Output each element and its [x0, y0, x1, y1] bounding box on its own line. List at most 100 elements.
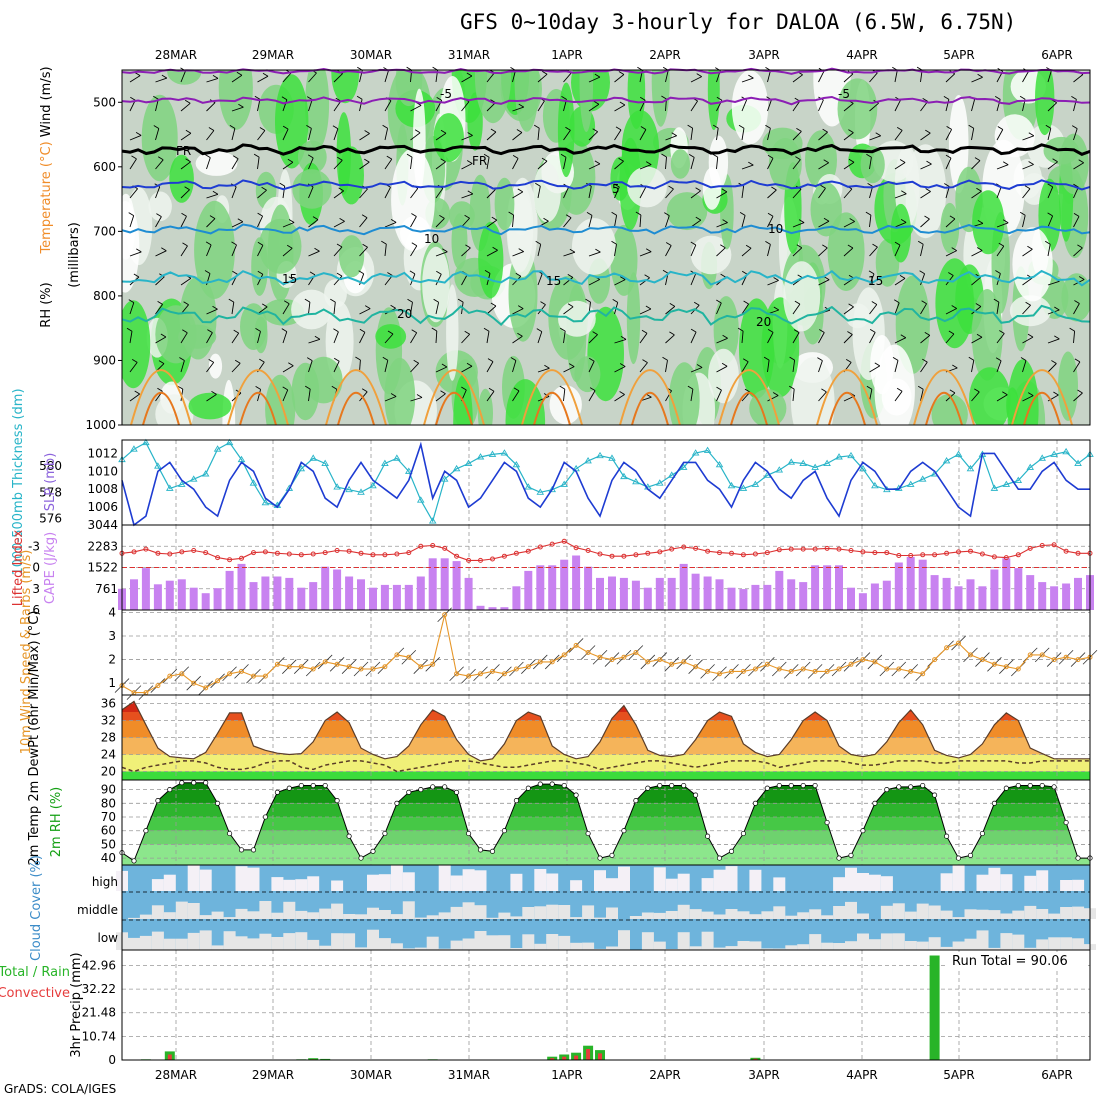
thickness-point — [201, 470, 210, 477]
wind-barb — [614, 338, 627, 344]
wind-barb — [333, 331, 339, 344]
wind-barb — [231, 244, 237, 257]
rh-point — [884, 787, 890, 793]
bottom-date-label: 29MAR — [252, 1068, 294, 1082]
rh-point — [1027, 782, 1033, 789]
rh-region — [994, 114, 1035, 158]
bottom-date-label: 28MAR — [155, 1068, 197, 1082]
wind-barb-flag — [720, 244, 726, 249]
wind-barb — [1073, 247, 1083, 257]
wind-barb — [1073, 128, 1078, 141]
rh-point — [370, 848, 376, 854]
wind-barb-flag — [865, 211, 872, 216]
rh-tick-label: 70 — [101, 810, 116, 824]
wind-barb-flag — [899, 275, 906, 279]
cape-bar — [404, 584, 413, 610]
cloud-cell — [653, 867, 666, 891]
rh-point — [1015, 782, 1021, 789]
wind-barb-flag — [182, 242, 188, 247]
thickness-point — [632, 477, 640, 485]
wind-barb-flag — [741, 270, 748, 275]
cape-bar — [512, 586, 521, 610]
wind-barb — [512, 251, 524, 257]
wind-barb — [843, 132, 854, 141]
wind-speed-point — [669, 661, 675, 667]
wind-barb — [359, 308, 371, 315]
li-point — [764, 550, 770, 556]
bottom-date-label: 3APR — [748, 1068, 779, 1082]
li-point — [920, 552, 926, 558]
thickness-point — [966, 464, 975, 472]
li-point — [788, 546, 794, 552]
cape-bar — [906, 556, 915, 610]
cloud-cell — [247, 911, 260, 919]
thickness-point — [584, 457, 592, 464]
rh-point — [1075, 855, 1081, 861]
wind-barb-flag — [1028, 161, 1034, 165]
cloud-cell — [1060, 937, 1073, 950]
cloud-cell — [534, 869, 547, 891]
wind-barb-flag — [567, 303, 574, 308]
rh-region — [433, 113, 465, 162]
rh-region — [666, 192, 708, 231]
wind-barb — [155, 276, 165, 286]
wind-barb-flag — [875, 132, 881, 137]
wind-speed-point — [239, 668, 244, 674]
wind-barb — [231, 186, 237, 199]
wind-barb-flag — [744, 388, 751, 393]
wind-speed-point — [167, 673, 173, 679]
cloud-cell — [904, 911, 917, 919]
cape-bar — [333, 569, 342, 610]
rh-tick-label: 50 — [101, 837, 116, 851]
cloud-cell — [462, 938, 475, 950]
li-point — [956, 549, 961, 555]
wind-barb — [1047, 70, 1052, 83]
wind-speed-point — [537, 659, 543, 665]
cloud-cell — [367, 929, 379, 950]
wind-barb — [308, 360, 313, 373]
wind-barb-flag — [312, 216, 319, 220]
ylabel-wind10m: 10m Wind Speed & Barbs (m/s) — [19, 550, 34, 755]
wind-barb — [563, 217, 572, 228]
wind-barb-flag — [535, 182, 541, 187]
wind-barb-flag — [508, 211, 514, 216]
wind-barb-flag — [255, 328, 261, 332]
wind-barb-flag — [995, 357, 1002, 362]
wind-barb-flag — [866, 385, 873, 390]
cloud-cell — [235, 866, 248, 891]
wind-barb — [639, 214, 642, 228]
wind-barb — [410, 132, 421, 141]
wind-barb — [308, 99, 313, 112]
wind-barb — [716, 302, 722, 315]
isotherm-15 — [121, 269, 1091, 287]
wind-barb — [1022, 336, 1034, 344]
wind-barb-flag — [925, 129, 931, 134]
wind-barb-flag — [288, 276, 295, 281]
wind-barb-flag — [559, 327, 566, 332]
wind-barb — [282, 389, 289, 402]
wind-barb — [486, 391, 495, 402]
wind-barb-flag — [442, 248, 448, 253]
cloud-cell — [857, 913, 869, 919]
li-point — [896, 553, 902, 558]
cape-bar — [392, 584, 401, 610]
wind-barb — [665, 156, 667, 170]
rh-region — [208, 353, 223, 379]
wind-barb — [1047, 161, 1058, 170]
isotherm-25 — [521, 369, 583, 426]
rh-region — [258, 218, 302, 274]
cloud-cell — [737, 941, 750, 950]
wind-barb — [308, 157, 314, 170]
rh-point — [1039, 782, 1045, 789]
wind-barb-flag — [484, 270, 491, 274]
wind-barb-flag — [254, 95, 261, 100]
wind-barb-flag — [995, 270, 1001, 274]
panel-labels: RH (%)Temperature (°C) Wind (m/s)(millib… — [0, 66, 84, 1057]
cape-tick-label: 3044 — [87, 518, 118, 532]
wind-tick-label: 4 — [108, 605, 116, 619]
li-point — [430, 543, 436, 548]
cloud-cell — [139, 935, 152, 950]
cloud-cell — [450, 906, 463, 919]
li-point — [1051, 542, 1057, 548]
wind-speed-point — [370, 666, 376, 672]
